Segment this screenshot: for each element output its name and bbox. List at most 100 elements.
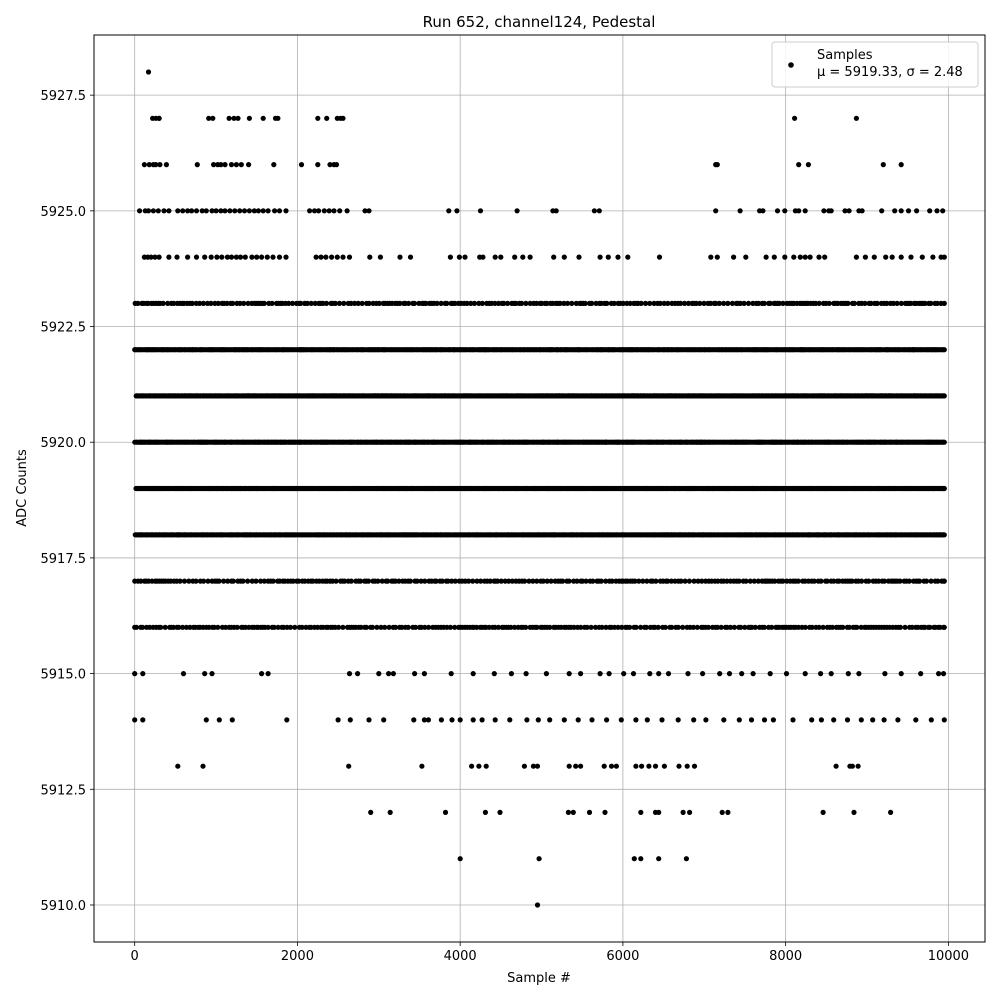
data-point — [782, 254, 788, 260]
data-point — [140, 717, 146, 723]
data-point — [590, 578, 596, 584]
data-point — [640, 578, 646, 584]
data-point — [209, 671, 215, 677]
data-point — [425, 717, 431, 723]
data-point — [203, 717, 209, 723]
data-point — [140, 671, 146, 677]
data-point — [930, 254, 936, 260]
data-point — [433, 578, 439, 584]
data-point — [407, 578, 413, 584]
data-point — [340, 254, 346, 260]
data-point — [374, 624, 380, 630]
data-point — [269, 300, 275, 306]
data-point — [613, 763, 620, 769]
data-point — [714, 624, 721, 630]
data-point — [866, 578, 872, 584]
data-point — [818, 717, 825, 723]
data-point — [767, 671, 773, 677]
data-point — [175, 763, 181, 769]
data-point — [608, 763, 615, 769]
data-point — [809, 624, 815, 630]
data-point — [609, 578, 615, 584]
data-point — [526, 578, 532, 584]
data-point — [748, 717, 755, 723]
data-point — [680, 809, 686, 816]
data-point — [576, 254, 582, 260]
data-point — [739, 671, 745, 677]
data-point — [412, 624, 419, 630]
data-point — [811, 578, 817, 584]
data-point — [271, 162, 277, 168]
data-point — [386, 671, 392, 677]
data-point — [139, 624, 146, 630]
data-point — [724, 578, 730, 584]
data-point — [200, 763, 206, 769]
data-point — [359, 300, 365, 306]
data-point — [439, 578, 445, 584]
data-point — [751, 578, 757, 584]
data-point — [276, 254, 283, 260]
data-point — [713, 208, 719, 214]
data-point — [194, 162, 200, 168]
data-point — [573, 763, 579, 769]
legend-stats-label: μ = 5919.33, σ = 2.48 — [817, 65, 963, 80]
data-point — [156, 115, 162, 121]
data-point — [591, 208, 598, 214]
data-point — [138, 578, 144, 584]
data-point — [703, 717, 709, 723]
data-point — [298, 162, 305, 168]
data-point — [133, 624, 140, 630]
data-point — [474, 578, 480, 584]
data-point — [676, 763, 682, 769]
data-point — [152, 254, 158, 260]
data-point — [202, 254, 208, 260]
data-point — [275, 624, 281, 630]
data-point — [211, 162, 217, 168]
data-point — [508, 624, 514, 630]
data-point — [382, 624, 388, 630]
data-point — [447, 254, 453, 260]
data-point — [941, 254, 947, 260]
data-point — [570, 809, 576, 816]
data-point — [381, 717, 387, 723]
data-point — [419, 763, 425, 769]
data-point — [761, 717, 768, 723]
data-point — [548, 578, 554, 584]
data-point — [272, 208, 278, 214]
data-point — [855, 763, 861, 769]
data-point — [311, 208, 318, 214]
data-point — [233, 254, 239, 260]
data-point — [378, 624, 384, 630]
data-point — [329, 254, 335, 260]
data-point — [603, 578, 609, 584]
data-point — [927, 208, 933, 214]
data-point — [821, 208, 827, 214]
data-point — [215, 624, 221, 630]
data-point — [318, 254, 324, 260]
data-point — [656, 671, 662, 677]
data-point — [665, 671, 672, 677]
data-point — [521, 763, 528, 769]
data-point — [601, 763, 607, 769]
data-point — [218, 162, 224, 168]
data-point — [792, 115, 798, 121]
data-point — [603, 624, 609, 630]
data-point — [145, 69, 152, 75]
data-point — [228, 162, 235, 168]
data-point — [479, 717, 485, 723]
data-point — [385, 578, 391, 584]
data-point — [831, 717, 837, 723]
data-point — [534, 763, 541, 769]
data-point — [919, 254, 925, 260]
data-point — [226, 115, 232, 121]
data-point — [923, 578, 930, 584]
x-axis-label: Sample # — [507, 971, 571, 986]
data-point — [229, 717, 235, 723]
data-point — [530, 578, 536, 584]
data-point — [828, 671, 834, 677]
data-point — [227, 208, 233, 214]
data-point — [760, 208, 766, 214]
data-point — [442, 809, 449, 816]
y-axis-label: ADC Counts — [15, 449, 30, 527]
data-point — [889, 254, 895, 260]
